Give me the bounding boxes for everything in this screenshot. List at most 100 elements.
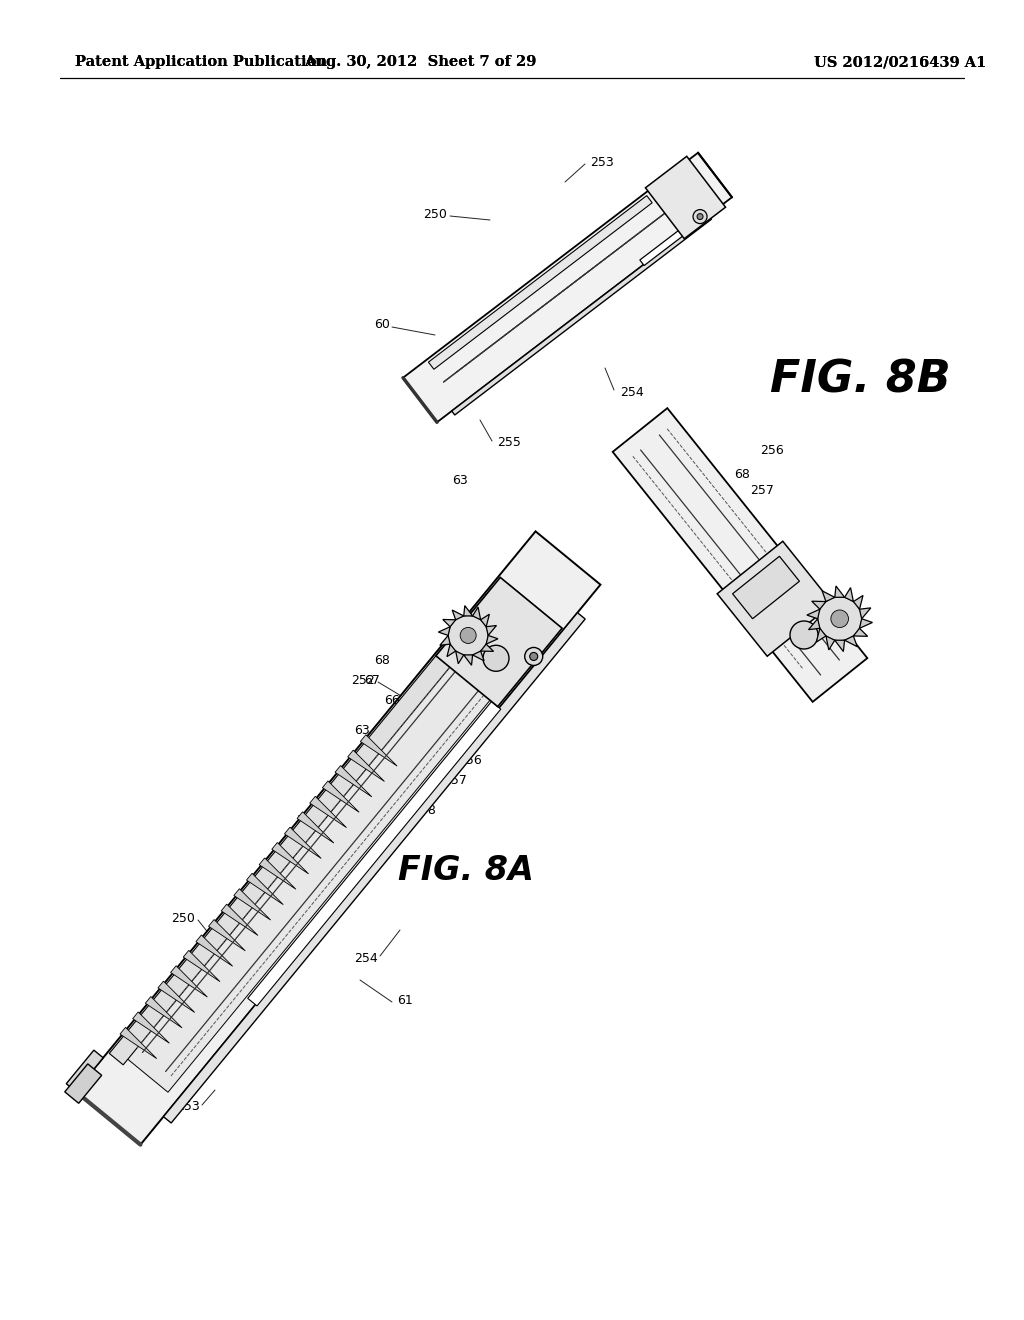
Polygon shape [259,858,296,890]
Polygon shape [164,612,585,1123]
Text: 62: 62 [634,463,650,477]
Circle shape [818,597,861,640]
Polygon shape [196,935,232,966]
Polygon shape [110,589,505,1065]
Text: 258: 258 [622,444,645,457]
Text: Patent Application Publication: Patent Application Publication [75,55,327,69]
Circle shape [529,652,538,660]
Text: 64: 64 [755,549,770,561]
Text: 60: 60 [374,318,390,331]
Polygon shape [612,408,867,702]
Text: 257: 257 [750,483,774,496]
Text: 62: 62 [424,743,440,756]
Circle shape [483,645,509,672]
Text: 63: 63 [354,723,370,737]
Polygon shape [76,532,600,1144]
Polygon shape [717,541,833,656]
Polygon shape [285,828,322,858]
Polygon shape [473,651,484,661]
Polygon shape [323,781,359,812]
Polygon shape [732,556,800,619]
Polygon shape [464,606,473,616]
Text: 254: 254 [354,952,378,965]
Polygon shape [248,701,501,1006]
Text: 66: 66 [384,693,400,706]
Text: 252: 252 [351,673,375,686]
Polygon shape [486,635,498,644]
Polygon shape [464,655,473,665]
Text: 63: 63 [654,413,670,426]
Text: 68: 68 [734,469,750,482]
Text: 253: 253 [176,1101,200,1114]
Circle shape [460,627,476,643]
Text: 251: 251 [296,813,319,826]
Text: 67: 67 [649,458,665,471]
Text: 256: 256 [760,444,783,457]
Polygon shape [442,619,456,627]
Text: 62: 62 [684,503,700,516]
Polygon shape [640,219,697,265]
Polygon shape [440,635,451,645]
Text: 257: 257 [443,774,467,787]
Text: 255: 255 [291,842,315,854]
Polygon shape [859,619,872,628]
Polygon shape [853,628,867,636]
Text: 66: 66 [665,483,680,496]
Polygon shape [297,812,334,843]
Polygon shape [473,607,480,620]
Polygon shape [480,644,494,651]
Polygon shape [816,628,826,642]
Polygon shape [133,1012,169,1043]
Text: 252: 252 [690,524,714,536]
Text: FIG. 8A: FIG. 8A [398,854,534,887]
Polygon shape [452,215,712,414]
Polygon shape [145,997,182,1028]
Polygon shape [348,750,384,781]
Polygon shape [845,587,853,602]
Polygon shape [480,614,489,627]
Polygon shape [853,595,863,610]
Polygon shape [446,644,456,656]
Polygon shape [65,1064,101,1104]
Polygon shape [158,981,195,1012]
Text: 65: 65 [430,714,445,726]
Polygon shape [845,636,857,647]
Text: 67: 67 [365,673,380,686]
Polygon shape [247,874,284,904]
Polygon shape [438,627,451,635]
Polygon shape [403,153,732,422]
Polygon shape [171,966,207,997]
Polygon shape [360,735,397,766]
Text: 256: 256 [458,754,481,767]
Polygon shape [826,636,835,649]
Text: 258: 258 [412,804,436,817]
Polygon shape [807,610,820,619]
Polygon shape [809,619,820,630]
Polygon shape [67,1051,103,1092]
Circle shape [693,210,707,223]
Text: Aug. 30, 2012  Sheet 7 of 29: Aug. 30, 2012 Sheet 7 of 29 [304,55,537,69]
Polygon shape [645,156,726,239]
Text: 63: 63 [453,474,468,487]
Polygon shape [835,640,845,652]
Polygon shape [428,195,652,370]
Circle shape [830,610,849,627]
Circle shape [697,214,703,219]
Text: 63: 63 [665,429,680,441]
Circle shape [790,620,818,649]
Text: 255: 255 [497,437,521,450]
Text: US 2012/0216439 A1: US 2012/0216439 A1 [814,55,986,69]
Polygon shape [456,651,464,664]
Polygon shape [436,577,562,706]
Polygon shape [183,950,220,982]
Polygon shape [120,1027,157,1059]
Text: 61: 61 [590,249,606,263]
Circle shape [449,615,488,656]
Polygon shape [335,766,372,797]
Text: 64: 64 [415,754,430,767]
Text: US 2012/0216439 A1: US 2012/0216439 A1 [814,55,986,69]
Text: 68: 68 [374,653,390,667]
Text: 254: 254 [620,385,644,399]
Polygon shape [271,842,308,874]
Text: 65: 65 [690,502,706,515]
